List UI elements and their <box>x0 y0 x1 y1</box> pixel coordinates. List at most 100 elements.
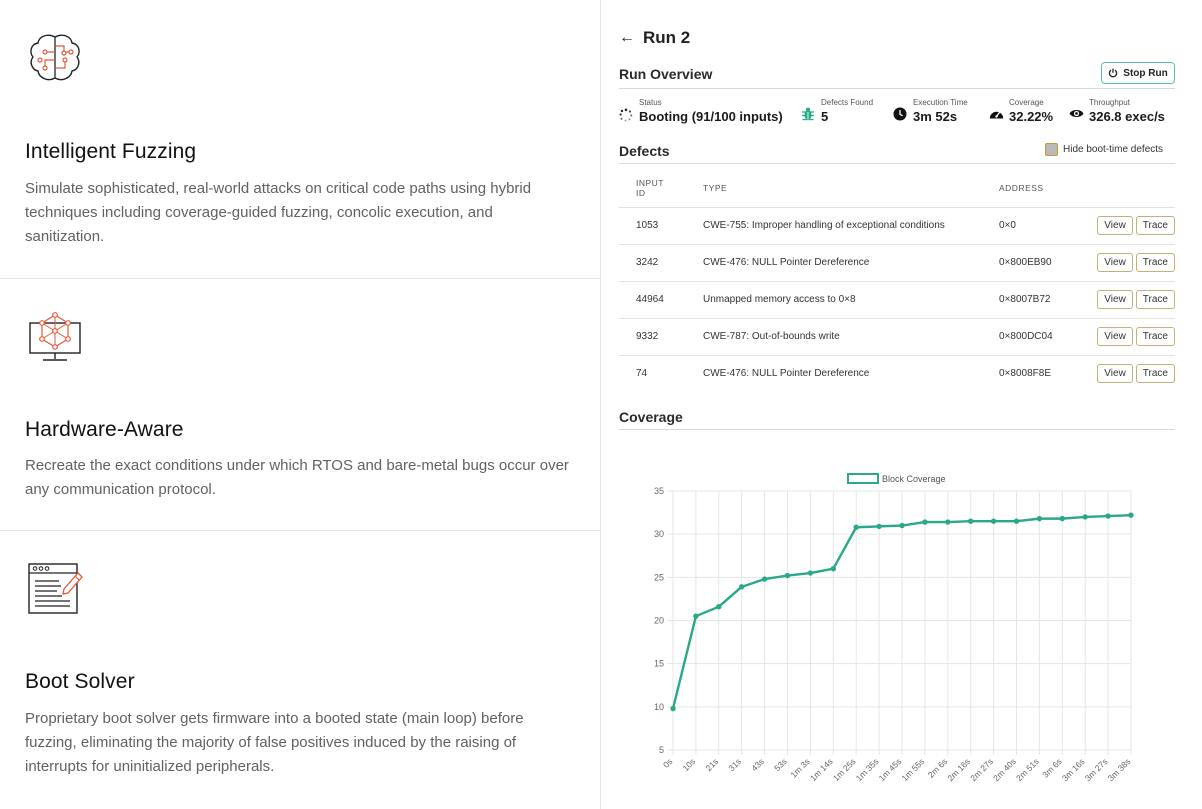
data-point <box>1036 515 1043 522</box>
y-tick-label: 30 <box>654 529 664 539</box>
data-point <box>1128 512 1134 518</box>
trace-button[interactable]: Trace <box>1135 216 1175 235</box>
cell-actions: View Trace <box>1091 317 1175 355</box>
data-point <box>876 523 882 530</box>
cell-actions: View Trace <box>1091 206 1175 244</box>
data-point <box>968 518 974 524</box>
trace-button[interactable]: Trace <box>1135 364 1175 384</box>
stat-label: Status <box>639 98 662 107</box>
x-tick-label: 31s <box>726 756 743 773</box>
data-point <box>922 519 928 525</box>
column-header-type: TYPE <box>703 183 728 194</box>
power-icon <box>1109 68 1118 78</box>
stop-run-label: Stop Run <box>1123 67 1168 79</box>
cell-address: 0×8008F8E <box>999 354 1091 392</box>
view-button[interactable]: View <box>1097 364 1133 384</box>
hide-boot-defects-toggle[interactable]: Hide boot-time defects <box>1045 143 1163 156</box>
hide-boot-defects-checkbox[interactable] <box>1045 143 1058 156</box>
x-tick-label: 1m 25s <box>831 756 858 783</box>
y-tick-label: 25 <box>654 572 664 582</box>
cell-actions: View Trace <box>1091 243 1175 281</box>
stat-label: Coverage <box>1009 98 1044 107</box>
run-title: Run 2 <box>643 28 691 47</box>
view-button[interactable]: View <box>1097 327 1133 346</box>
x-tick-label: 1m 14s <box>808 756 835 783</box>
legend-label: Block Coverage <box>882 474 946 484</box>
stat-defects: Defects Found 5 <box>801 98 873 124</box>
feature-boot-solver: Boot Solver Proprietary boot solver gets… <box>0 530 600 809</box>
x-tick-label: 1m 45s <box>877 756 904 783</box>
data-point <box>716 603 722 610</box>
table-row: 1053 CWE-755: Improper handling of except… <box>619 206 1175 244</box>
hide-boot-defects-label: Hide boot-time defects <box>1063 144 1164 155</box>
defects-title: Defects <box>619 143 670 159</box>
view-button[interactable]: View <box>1097 290 1133 309</box>
stat-label: Defects Found <box>821 98 874 107</box>
stat-value: 326.8 exec/s <box>1089 109 1165 124</box>
x-tick-label: 21s <box>703 756 720 773</box>
column-header-input-id: INPUT ID <box>619 170 703 207</box>
defects-table: INPUT ID TYPE ADDRESS 1053 CWE-755: Impro… <box>619 170 1175 392</box>
x-tick-label: 2m 40s <box>991 756 1018 783</box>
cell-type: Unmapped memory access to 0×8 <box>703 280 999 318</box>
gauge-icon <box>989 111 1004 119</box>
stat-label: Throughput <box>1089 98 1130 107</box>
x-tick-label: 10s <box>681 756 698 773</box>
table-row: 3242 CWE-476: NULL Pointer Dereference 0×8… <box>619 243 1175 281</box>
stat-coverage: Coverage 32.22% <box>989 98 1053 124</box>
table-row: 44964 Unmapped memory access to 0×8 0×8007… <box>619 280 1175 318</box>
x-tick-label: 3m 38s <box>1106 756 1133 783</box>
cell-type: CWE-787: Out-of-bounds write <box>703 317 999 355</box>
cell-address: 0×800EB90 <box>999 243 1091 281</box>
legend-swatch <box>847 473 879 484</box>
data-point <box>693 613 699 619</box>
divider <box>619 88 1175 89</box>
data-point <box>899 522 905 529</box>
trace-button[interactable]: Trace <box>1135 327 1175 346</box>
data-point <box>1013 518 1020 524</box>
table-row: 9332 CWE-787: Out-of-bounds write 0×800DC0… <box>619 317 1175 355</box>
cell-input-id: 1053 <box>619 206 703 244</box>
data-point <box>945 519 951 525</box>
feature-description: Recreate the exact conditions under whic… <box>25 457 569 498</box>
cell-input-id: 74 <box>619 354 703 392</box>
data-point <box>853 524 859 530</box>
feature-description: Simulate sophisticated, real-world attac… <box>25 180 532 245</box>
cell-type: CWE-755: Improper handling of exceptiona… <box>703 206 999 244</box>
data-point <box>1082 514 1088 520</box>
cell-type: CWE-476: NULL Pointer Dereference <box>703 354 999 392</box>
view-button[interactable]: View <box>1097 216 1133 235</box>
trace-button[interactable]: Trace <box>1135 290 1175 309</box>
stat-label: Execution Time <box>913 98 968 107</box>
y-tick-label: 20 <box>654 616 664 626</box>
stat-value: Booting (91/100 inputs) <box>639 109 783 124</box>
monitor-network-icon <box>29 312 81 361</box>
feature-hardware-aware: Hardware-Aware Recreate the exact condit… <box>0 278 600 530</box>
loading-spinner-icon <box>619 108 633 122</box>
cell-input-id: 44964 <box>619 280 703 318</box>
y-tick-label: 15 <box>654 659 664 669</box>
data-point <box>807 570 814 576</box>
stop-run-button[interactable]: Stop Run <box>1101 62 1175 84</box>
x-tick-label: 43s <box>749 756 766 773</box>
data-point <box>830 566 837 572</box>
cell-input-id: 9332 <box>619 317 703 355</box>
eye-icon <box>1069 109 1084 118</box>
divider <box>619 429 1175 430</box>
view-button[interactable]: View <box>1097 253 1133 272</box>
data-point <box>739 584 745 590</box>
cell-address: 0×8007B72 <box>999 280 1091 318</box>
stat-throughput: Throughput 326.8 exec/s <box>1069 98 1165 124</box>
arrow-left-icon[interactable]: ← <box>619 29 635 46</box>
data-point <box>1059 515 1065 522</box>
features-panel: Intelligent Fuzzing Simulate sophisticat… <box>0 0 601 809</box>
divider <box>619 163 1175 164</box>
x-tick-label: 3m 16s <box>1060 756 1087 783</box>
x-tick-label: 0s <box>661 756 674 769</box>
stat-execution-time: Execution Time 3m 52s <box>893 98 968 124</box>
trace-button[interactable]: Trace <box>1135 253 1175 272</box>
x-tick-label: 3m 27s <box>1083 756 1110 783</box>
cell-address: 0×800DC04 <box>999 317 1091 355</box>
x-tick-label: 1m 35s <box>854 756 881 783</box>
